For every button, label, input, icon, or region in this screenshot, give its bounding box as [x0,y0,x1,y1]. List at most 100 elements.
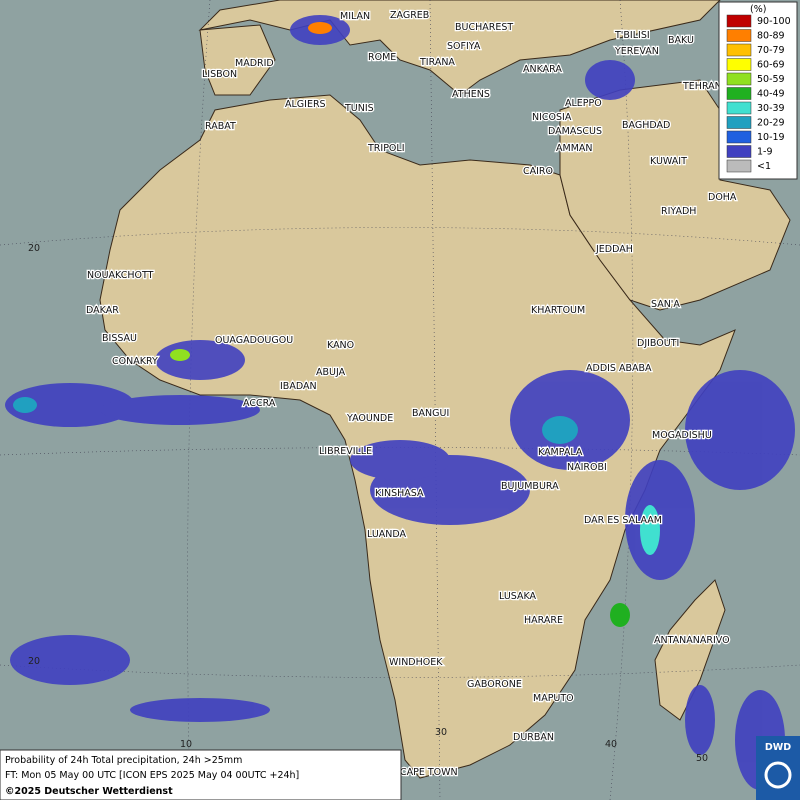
precip-high [13,22,660,627]
legend-label: <1 [757,161,771,172]
city-label: MOGADISHU [652,430,712,441]
city-label: MILAN [340,11,370,22]
city-label: ROME [368,52,396,63]
logo: DWD [756,736,800,800]
city-label: IBADAN [280,381,317,392]
legend-swatch [726,29,752,42]
city-label: GABORONE [467,679,522,690]
city-label: OUAGADOUGOU [215,335,293,346]
city-label: SAN'A [651,299,680,310]
city-label: NAIROBI [567,462,607,473]
grid-label: 20 [28,243,40,254]
legend-swatch [726,72,752,86]
footer: Probability of 24h Total precipitation, … [0,749,402,801]
legend: (%) 90-100 80-89 70-79 60-69 50-59 40-49 30-39… [718,1,798,180]
city-label: YAOUNDE [346,413,393,424]
city-label: TUNIS [344,103,374,114]
logo-text: DWD [765,742,791,753]
footer-line: Probability of 24h Total precipitation, … [5,755,242,766]
legend-swatch [726,159,752,173]
city-label: BAGHDAD [622,120,670,131]
city-label: HARARE [524,615,563,626]
city-label: SOFIYA [447,41,481,52]
legend-swatch [726,58,752,71]
city-label: BUCHAREST [455,22,513,33]
city-label: KINSHASA [375,488,424,499]
legend-label: 30-39 [757,103,785,114]
footer-line: FT: Mon 05 May 00 UTC [ICON EPS 2025 May… [5,770,299,781]
legend-swatch [726,116,752,129]
city-label: RIYADH [661,206,696,217]
grid-label: 50 [696,753,708,764]
legend-swatch [726,14,752,28]
city-label: BISSAU [102,333,137,344]
city-label: DAKAR [86,305,119,316]
legend-label: 70-79 [757,45,785,56]
city-label: KANO [327,340,354,351]
grid-label: 30 [435,727,447,738]
grid-label: 40 [605,739,617,750]
city-label: ZAGREB [390,10,429,21]
city-label: LIBREVILLE [319,446,372,457]
city-label: TRIPOLI [367,143,405,154]
city-label: AMMAN [556,143,593,154]
precip [5,15,795,790]
legend-label: 1-9 [757,147,773,158]
city-label: ADDIS ABABA [586,363,652,374]
city-label: ANTANANARIVO [654,635,730,646]
city-label: MADRID [235,58,274,69]
city-label: WINDHOEK [389,657,443,668]
legend-label: 20-29 [757,118,785,129]
legend-label: 80-89 [757,31,785,42]
city-label: LISBON [202,69,237,80]
city-label: DOHA [708,192,737,203]
legend-title: (%) [750,4,766,15]
legend-swatch [726,43,752,57]
city-label: NOUAKCHOTT [87,270,154,281]
city-label: DURBAN [513,732,554,743]
city-label: BUJUMBURA [501,481,559,492]
city-label: ABUJA [316,367,346,378]
legend-label: 40-49 [757,89,785,100]
city-label: YEREVAN [614,46,659,57]
city-label: BANGUI [412,408,449,419]
city-label: TIRANA [419,57,455,68]
city-label: NICOSIA [532,112,572,123]
city-label: T'BILISI [614,30,650,41]
city-label: MAPUTO [533,693,574,704]
legend-label: 10-19 [757,132,785,143]
city-label: CONAKRY [112,356,158,367]
city-label: BAKU [668,35,694,46]
logo-icon [764,761,792,789]
grid-label: 20 [28,656,40,667]
footer-box [0,749,402,801]
copyright: ©2025 Deutscher Wetterdienst [5,786,173,797]
land [99,0,791,779]
grid-label: 10 [180,739,192,750]
city-label: ALEPPO [565,98,602,109]
legend-label: 50-59 [757,74,785,85]
city-label: ANKARA [523,64,562,75]
legend-label: 60-69 [757,60,785,71]
city-label: ATHENS [452,89,490,100]
city-label: KAMPALA [538,447,583,458]
city-label: LUSAKA [499,591,537,602]
city-label: TEHRAN [682,81,722,92]
legend-swatch [726,101,752,115]
legend-label: 90-100 [757,16,791,27]
legend-swatch [726,87,752,100]
city-label: KHARTOUM [531,305,585,316]
city-label: KUWAIT [650,156,687,167]
city-label: JEDDAH [595,244,633,255]
city-label: DJIBOUTI [637,338,679,349]
city-label: CAIRO [523,166,553,177]
city-label: RABAT [205,121,236,132]
legend-swatch [726,145,752,158]
city-label: ALGIERS [285,99,326,110]
city-label: DAR ES SALAAM [584,515,662,526]
logo-box [756,736,800,800]
legend-swatch [726,130,752,144]
city-label: CAPE TOWN [400,767,458,778]
city-label: DAMASCUS [548,126,602,137]
